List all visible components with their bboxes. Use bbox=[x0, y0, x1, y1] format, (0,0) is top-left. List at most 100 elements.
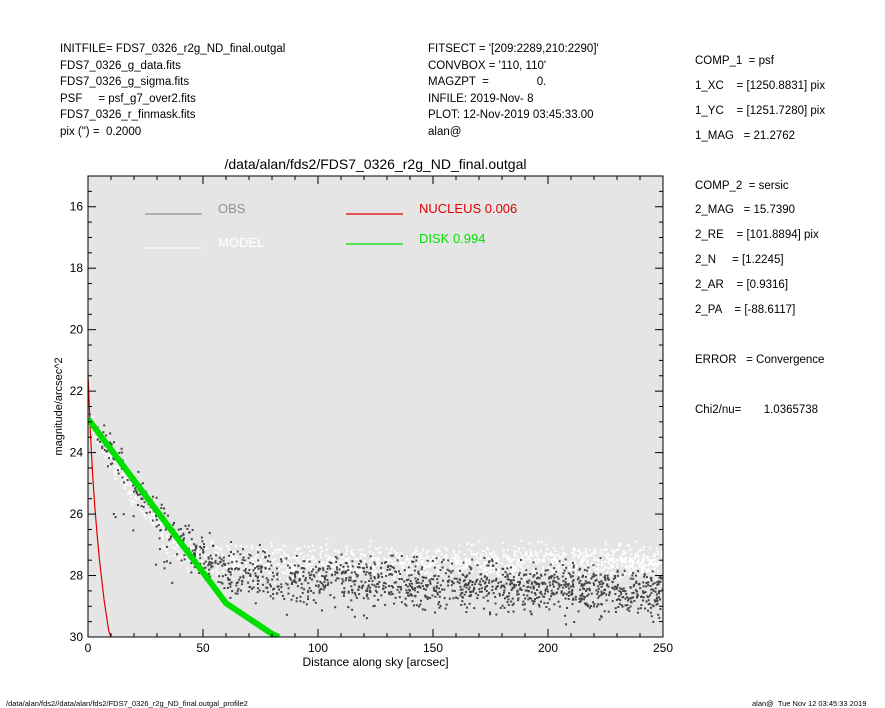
obs-point bbox=[269, 583, 271, 586]
model-point bbox=[406, 572, 409, 575]
obs-point bbox=[338, 568, 341, 571]
obs-point bbox=[552, 579, 555, 582]
model-point bbox=[245, 545, 248, 548]
obs-point bbox=[265, 577, 268, 580]
obs-point bbox=[168, 538, 171, 541]
obs-point bbox=[595, 589, 598, 592]
model-point bbox=[232, 565, 235, 568]
obs-point bbox=[528, 579, 531, 582]
model-point bbox=[622, 553, 625, 556]
model-point bbox=[612, 557, 615, 560]
obs-point bbox=[509, 572, 512, 575]
obs-point bbox=[574, 595, 577, 598]
model-point bbox=[606, 552, 609, 555]
obs-point bbox=[198, 572, 200, 574]
model-point bbox=[488, 556, 491, 559]
obs-point bbox=[312, 574, 315, 577]
model-point bbox=[497, 557, 500, 560]
obs-point bbox=[314, 601, 317, 604]
model-point bbox=[509, 570, 512, 573]
model-point bbox=[226, 560, 229, 563]
obs-point bbox=[275, 592, 278, 595]
obs-point bbox=[347, 591, 350, 594]
obs-point bbox=[510, 600, 513, 603]
model-point bbox=[166, 551, 169, 554]
model-point bbox=[585, 555, 587, 558]
obs-point bbox=[248, 553, 251, 556]
model-point bbox=[477, 562, 480, 565]
model-point bbox=[196, 554, 199, 557]
obs-point bbox=[502, 584, 505, 587]
obs-point bbox=[632, 585, 635, 588]
model-point bbox=[361, 553, 364, 556]
model-point bbox=[347, 557, 350, 560]
model-point bbox=[569, 560, 572, 563]
obs-point bbox=[592, 601, 595, 604]
obs-point bbox=[270, 564, 273, 567]
obs-point bbox=[630, 601, 633, 604]
model-point bbox=[476, 552, 479, 555]
model-point bbox=[325, 567, 328, 570]
model-point bbox=[370, 570, 373, 573]
model-point bbox=[297, 556, 300, 559]
obs-point bbox=[398, 591, 401, 594]
obs-point bbox=[132, 515, 135, 518]
obs-point bbox=[329, 594, 332, 597]
obs-point bbox=[649, 585, 652, 587]
obs-point bbox=[460, 604, 463, 606]
obs-point bbox=[463, 603, 466, 606]
obs-point bbox=[600, 590, 603, 593]
model-point bbox=[456, 560, 459, 563]
obs-point bbox=[330, 562, 333, 565]
obs-point bbox=[405, 579, 408, 582]
obs-point bbox=[467, 582, 470, 584]
obs-point bbox=[480, 590, 483, 593]
model-point bbox=[661, 555, 663, 558]
obs-point bbox=[447, 559, 450, 562]
model-point bbox=[450, 563, 453, 566]
model-point bbox=[326, 561, 329, 564]
obs-point bbox=[586, 569, 589, 572]
obs-point bbox=[407, 591, 410, 594]
obs-point bbox=[160, 503, 163, 506]
obs-point bbox=[656, 599, 659, 602]
obs-point bbox=[630, 596, 633, 599]
model-point bbox=[291, 568, 294, 571]
obs-point bbox=[214, 561, 217, 564]
model-point bbox=[322, 563, 325, 566]
obs-point bbox=[173, 522, 175, 524]
obs-point bbox=[538, 596, 541, 599]
obs-point bbox=[518, 584, 521, 586]
obs-point bbox=[572, 579, 575, 582]
obs-point bbox=[562, 572, 565, 575]
obs-point bbox=[546, 588, 549, 591]
model-point bbox=[342, 560, 344, 563]
model-point bbox=[635, 554, 638, 557]
obs-point bbox=[135, 491, 138, 493]
obs-point bbox=[641, 595, 643, 598]
model-point bbox=[541, 570, 544, 573]
model-point bbox=[345, 552, 348, 555]
model-point bbox=[259, 559, 262, 562]
obs-point bbox=[548, 577, 551, 580]
obs-point bbox=[414, 565, 417, 568]
header-left-line: FDS7_0326_r_finmask.fits bbox=[60, 109, 196, 122]
model-point bbox=[503, 565, 506, 568]
obs-point bbox=[393, 581, 396, 584]
obs-point bbox=[247, 557, 250, 560]
header-left-line: FDS7_0326_g_sigma.fits bbox=[60, 76, 190, 89]
model-point bbox=[507, 549, 510, 551]
obs-point bbox=[251, 563, 254, 566]
obs-point bbox=[319, 580, 322, 583]
obs-point bbox=[102, 431, 105, 434]
model-point bbox=[325, 569, 328, 572]
model-point bbox=[425, 572, 428, 575]
model-point bbox=[248, 551, 251, 554]
model-point bbox=[301, 575, 304, 578]
model-point bbox=[320, 555, 322, 558]
legend-label-model: MODEL bbox=[218, 235, 264, 250]
obs-point bbox=[354, 594, 357, 597]
model-point bbox=[578, 575, 581, 578]
obs-point bbox=[236, 581, 239, 584]
model-point bbox=[207, 554, 210, 556]
